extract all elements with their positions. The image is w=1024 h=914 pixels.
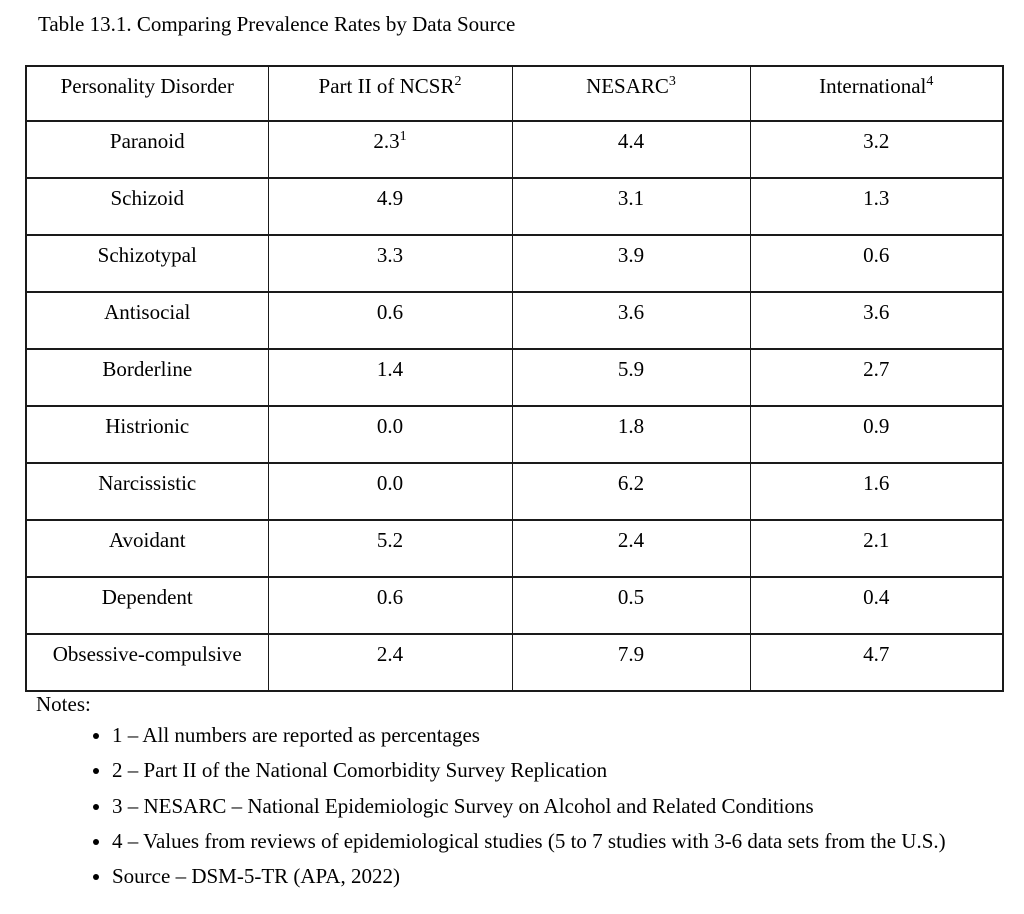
header-personality-disorder: Personality Disorder [25, 65, 269, 122]
note-item: 1 – All numbers are reported as percenta… [112, 721, 990, 749]
note-item: 3 – NESARC – National Epidemiologic Surv… [112, 792, 990, 820]
note-item: 2 – Part II of the National Comorbidity … [112, 756, 990, 784]
cell-ncsr: 1.4 [267, 348, 513, 407]
table-row: Dependent 0.6 0.5 0.4 [25, 576, 1004, 635]
cell-value: 2.3 [373, 129, 400, 153]
cell-disorder: Paranoid [25, 120, 269, 179]
header-international: International4 [749, 65, 1004, 122]
cell-nesarc: 3.9 [511, 234, 751, 293]
cell-disorder: Antisocial [25, 291, 269, 350]
cell-ncsr: 5.2 [267, 519, 513, 578]
table-row: Antisocial 0.6 3.6 3.6 [25, 291, 1004, 350]
cell-nesarc: 6.2 [511, 462, 751, 521]
notes-section: Notes: 1 – All numbers are reported as p… [36, 692, 990, 898]
footnote-marker: 1 [399, 129, 407, 144]
cell-disorder: Schizoid [25, 177, 269, 236]
table-row: Borderline 1.4 5.9 2.7 [25, 348, 1004, 407]
table-row: Histrionic 0.0 1.8 0.9 [25, 405, 1004, 464]
cell-disorder: Histrionic [25, 405, 269, 464]
cell-international: 0.6 [749, 234, 1004, 293]
cell-international: 1.6 [749, 462, 1004, 521]
note-item: 4 – Values from reviews of epidemiologic… [112, 827, 990, 855]
cell-international: 0.9 [749, 405, 1004, 464]
cell-international: 4.7 [749, 633, 1004, 692]
cell-ncsr: 0.6 [267, 291, 513, 350]
table-row: Paranoid 2.31 4.4 3.2 [25, 120, 1004, 179]
cell-ncsr: 0.6 [267, 576, 513, 635]
header-nesarc: NESARC3 [511, 65, 751, 122]
cell-nesarc: 2.4 [511, 519, 751, 578]
cell-international: 2.1 [749, 519, 1004, 578]
header-label: Personality Disorder [60, 74, 234, 98]
cell-nesarc: 7.9 [511, 633, 751, 692]
cell-ncsr: 3.3 [267, 234, 513, 293]
cell-nesarc: 3.1 [511, 177, 751, 236]
cell-international: 0.4 [749, 576, 1004, 635]
cell-ncsr: 2.31 [267, 120, 513, 179]
cell-disorder: Dependent [25, 576, 269, 635]
table-row: Avoidant 5.2 2.4 2.1 [25, 519, 1004, 578]
cell-international: 3.2 [749, 120, 1004, 179]
cell-ncsr: 4.9 [267, 177, 513, 236]
cell-disorder: Narcissistic [25, 462, 269, 521]
note-item: Source – DSM-5-TR (APA, 2022) [112, 862, 990, 890]
cell-disorder: Obsessive-compulsive [25, 633, 269, 692]
footnote-marker: 3 [668, 74, 676, 89]
header-row: Personality Disorder Part II of NCSR2 NE… [25, 65, 1004, 122]
cell-nesarc: 0.5 [511, 576, 751, 635]
cell-international: 1.3 [749, 177, 1004, 236]
header-label: NESARC [586, 74, 669, 98]
table-title: Table 13.1. Comparing Prevalence Rates b… [38, 12, 516, 36]
cell-nesarc: 1.8 [511, 405, 751, 464]
footnote-marker: 4 [926, 74, 934, 89]
cell-disorder: Avoidant [25, 519, 269, 578]
notes-list: 1 – All numbers are reported as percenta… [36, 721, 990, 891]
footnote-marker: 2 [454, 74, 462, 89]
header-label: Part II of NCSR [318, 74, 455, 98]
notes-heading: Notes: [36, 692, 91, 716]
cell-disorder: Schizotypal [25, 234, 269, 293]
header-label: International [819, 74, 927, 98]
table-row: Obsessive-compulsive 2.4 7.9 4.7 [25, 633, 1004, 692]
header-ncsr: Part II of NCSR2 [267, 65, 513, 122]
table-row: Narcissistic 0.0 6.2 1.6 [25, 462, 1004, 521]
prevalence-table: Personality Disorder Part II of NCSR2 NE… [25, 65, 1004, 692]
table-row: Schizotypal 3.3 3.9 0.6 [25, 234, 1004, 293]
cell-nesarc: 4.4 [511, 120, 751, 179]
cell-disorder: Borderline [25, 348, 269, 407]
cell-nesarc: 5.9 [511, 348, 751, 407]
cell-ncsr: 2.4 [267, 633, 513, 692]
cell-ncsr: 0.0 [267, 405, 513, 464]
cell-ncsr: 0.0 [267, 462, 513, 521]
cell-international: 2.7 [749, 348, 1004, 407]
cell-international: 3.6 [749, 291, 1004, 350]
table-row: Schizoid 4.9 3.1 1.3 [25, 177, 1004, 236]
cell-nesarc: 3.6 [511, 291, 751, 350]
